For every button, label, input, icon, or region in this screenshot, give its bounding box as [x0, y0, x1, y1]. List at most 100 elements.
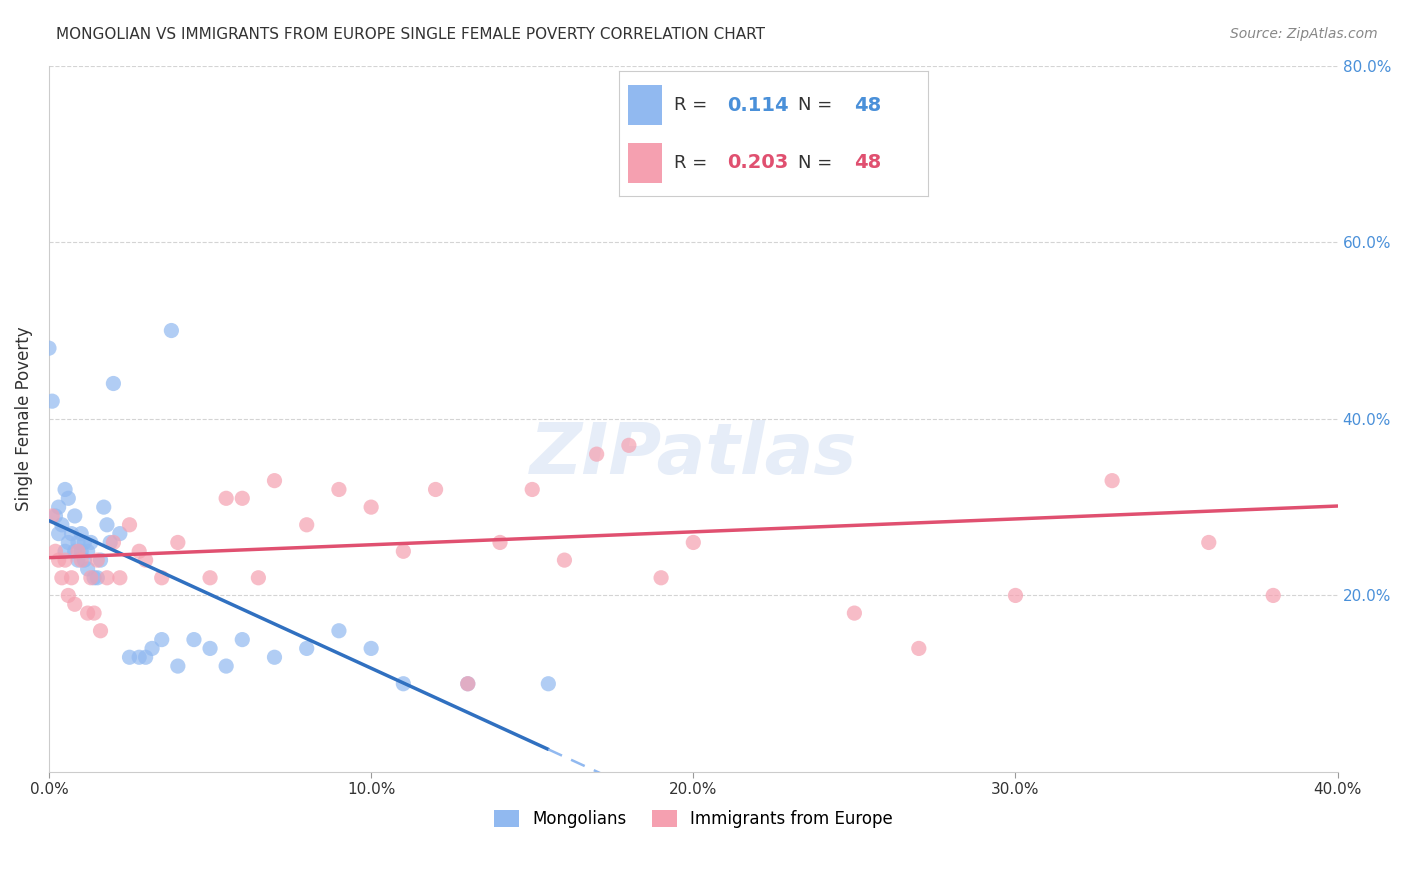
Point: [58, 589, 80, 603]
Point: [53, 553, 76, 567]
Point: [537, 677, 560, 691]
Point: [86, 571, 108, 585]
Point: [93, 500, 115, 515]
Point: [263, 650, 285, 665]
Point: [44, 508, 66, 523]
Point: [128, 650, 150, 665]
Point: [1004, 589, 1026, 603]
Point: [457, 677, 479, 691]
Point: [76, 544, 98, 558]
Point: [844, 606, 866, 620]
Point: [160, 324, 183, 338]
Point: [76, 606, 98, 620]
Point: [141, 641, 163, 656]
Point: [360, 500, 382, 515]
Point: [392, 544, 415, 558]
Point: [66, 544, 89, 558]
Point: [70, 553, 93, 567]
Point: [183, 632, 205, 647]
Point: [44, 544, 66, 558]
Point: [295, 517, 318, 532]
Point: [53, 483, 76, 497]
Point: [96, 517, 118, 532]
Point: [98, 535, 121, 549]
Point: [118, 517, 141, 532]
Point: [48, 553, 70, 567]
Text: 48: 48: [853, 153, 882, 172]
Point: [198, 571, 221, 585]
Point: [63, 597, 86, 611]
Point: [215, 491, 238, 506]
Point: [58, 535, 80, 549]
Point: [1198, 535, 1220, 549]
Point: [103, 535, 125, 549]
Point: [247, 571, 270, 585]
Point: [908, 641, 931, 656]
Text: R =: R =: [675, 153, 713, 171]
Point: [60, 526, 83, 541]
Text: N =: N =: [799, 153, 838, 171]
Point: [48, 526, 70, 541]
Text: Source: ZipAtlas.com: Source: ZipAtlas.com: [1230, 27, 1378, 41]
Point: [41, 508, 63, 523]
Point: [66, 553, 89, 567]
Text: 0.114: 0.114: [727, 95, 789, 114]
Point: [108, 571, 131, 585]
Point: [63, 544, 86, 558]
Point: [60, 571, 83, 585]
Point: [53, 544, 76, 558]
Point: [166, 659, 188, 673]
Point: [231, 491, 253, 506]
Point: [41, 394, 63, 409]
Bar: [628, 85, 662, 125]
Point: [714, 103, 737, 117]
Point: [89, 624, 111, 638]
Point: [553, 553, 575, 567]
Point: [360, 641, 382, 656]
Point: [73, 535, 96, 549]
Point: [263, 474, 285, 488]
Point: [80, 535, 103, 549]
Point: [66, 535, 89, 549]
Point: [48, 500, 70, 515]
Text: 48: 48: [853, 95, 882, 114]
Point: [328, 483, 350, 497]
Point: [682, 535, 704, 549]
Bar: [628, 143, 662, 183]
Point: [1263, 589, 1285, 603]
Text: 0.203: 0.203: [727, 153, 789, 172]
Point: [150, 571, 173, 585]
Point: [70, 544, 93, 558]
Point: [1101, 474, 1123, 488]
Text: N =: N =: [799, 96, 838, 114]
Point: [70, 526, 93, 541]
Point: [650, 571, 672, 585]
Point: [58, 491, 80, 506]
Point: [83, 606, 105, 620]
Point: [489, 535, 512, 549]
Point: [103, 376, 125, 391]
Point: [135, 553, 157, 567]
Point: [86, 553, 108, 567]
Point: [166, 535, 188, 549]
Point: [96, 571, 118, 585]
Point: [522, 483, 544, 497]
Point: [231, 632, 253, 647]
Point: [63, 508, 86, 523]
Point: [135, 650, 157, 665]
Point: [585, 447, 607, 461]
Point: [76, 562, 98, 576]
Point: [295, 641, 318, 656]
Point: [150, 632, 173, 647]
Point: [215, 659, 238, 673]
Point: [51, 571, 73, 585]
Point: [118, 650, 141, 665]
Point: [328, 624, 350, 638]
Point: [392, 677, 415, 691]
Point: [108, 526, 131, 541]
Point: [51, 517, 73, 532]
Point: [198, 641, 221, 656]
Point: [73, 553, 96, 567]
Text: ZIPatlas: ZIPatlas: [530, 419, 858, 489]
Point: [83, 571, 105, 585]
